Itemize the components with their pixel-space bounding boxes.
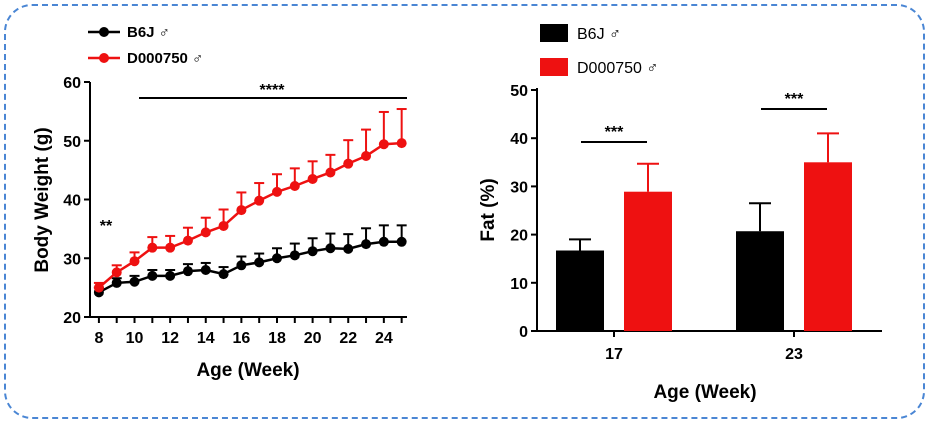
data-point-b6j	[271, 253, 282, 264]
dashed-frame	[4, 4, 925, 419]
legend-swatch-d000750	[540, 58, 568, 76]
data-point-d000750	[236, 205, 247, 216]
bar-d000750-week-23	[804, 162, 852, 331]
data-point-d000750	[200, 227, 211, 238]
data-point-d000750	[147, 242, 158, 253]
right-legend-label-d000750: D000750 ♂	[577, 60, 658, 77]
error-bars-d000750	[93, 108, 407, 288]
data-point-d000750	[325, 167, 336, 178]
data-point-b6j	[378, 236, 389, 247]
left-legend: B6J ♂ D000750 ♂	[88, 24, 203, 67]
left-series-group	[93, 108, 407, 298]
right-y-tick-label: 50	[510, 83, 528, 100]
left-x-tick-label: 18	[268, 330, 286, 347]
right-y-ticks: 0 10 20 30 40 50	[510, 83, 537, 341]
right-legend: B6J ♂ D000750 ♂	[540, 24, 658, 77]
left-x-tick-label: 22	[339, 330, 357, 347]
left-x-axis-title: Age (Week)	[196, 360, 299, 381]
right-x-tick-label: 17	[605, 346, 623, 363]
right-bars-group	[556, 132, 852, 331]
data-point-d000750	[182, 235, 193, 246]
data-point-b6j	[254, 257, 265, 268]
data-point-b6j	[218, 269, 229, 280]
right-y-tick-label: 0	[519, 324, 528, 341]
data-point-b6j	[289, 250, 300, 261]
left-y-tick-label: 20	[63, 310, 81, 327]
data-point-d000750	[271, 186, 282, 197]
legend-swatch-b6j	[540, 24, 568, 42]
right-y-tick-label: 40	[510, 131, 528, 148]
right-x-ticks: 17 23	[605, 331, 803, 363]
data-point-b6j	[200, 265, 211, 275]
data-point-b6j	[343, 243, 354, 254]
data-point-d000750	[289, 180, 300, 191]
data-point-d000750	[307, 173, 318, 184]
data-point-b6j	[111, 277, 122, 288]
data-point-d000750	[396, 138, 407, 149]
data-point-b6j	[182, 266, 193, 277]
legend-label-b6j: B6J ♂	[127, 24, 170, 41]
data-point-d000750	[378, 139, 389, 150]
right-x-axis-title: Age (Week)	[653, 382, 756, 403]
left-x-tick-label: 16	[232, 330, 250, 347]
right-x-tick-label: 23	[785, 346, 803, 363]
left-x-tick-label: 12	[161, 330, 179, 347]
left-x-tick-label: 24	[375, 330, 393, 347]
body-weight-chart: B6J ♂ D000750 ♂ 20 30 40 50 60 8 10 12 14 16 18 20…	[32, 24, 407, 381]
legend-marker-d000750	[99, 53, 109, 63]
data-point-b6j	[129, 276, 140, 287]
right-y-tick-label: 30	[510, 179, 528, 196]
data-point-b6j	[325, 243, 336, 254]
bar-d000750-week-17	[624, 191, 672, 331]
legend-label-d000750: D000750 ♂	[127, 50, 203, 67]
left-y-tick-label: 50	[63, 134, 81, 151]
series-line-d000750	[98, 141, 402, 289]
error-bars-b6j	[93, 224, 407, 293]
data-point-d000750	[111, 267, 122, 278]
data-point-d000750	[129, 256, 140, 267]
legend-marker-b6j	[99, 27, 109, 37]
data-point-b6j	[361, 239, 372, 250]
right-legend-label-b6j: B6J ♂	[577, 26, 621, 43]
left-y-tick-label: 60	[63, 75, 81, 92]
data-point-b6j	[165, 270, 176, 281]
data-point-b6j	[236, 260, 247, 271]
data-point-b6j	[307, 246, 318, 257]
data-point-d000750	[93, 282, 104, 293]
significance-label-weeks-10-25: ****	[260, 82, 286, 99]
right-y-tick-label: 10	[510, 276, 528, 293]
data-point-d000750	[165, 242, 176, 253]
bar-b6j-week-17	[556, 250, 604, 331]
series-line-b6j	[98, 240, 402, 294]
bar-b6j-week-23	[736, 231, 784, 331]
right-y-tick-label: 20	[510, 228, 528, 245]
data-point-d000750	[254, 195, 265, 206]
data-point-d000750	[361, 151, 372, 162]
data-point-d000750	[218, 220, 229, 231]
left-x-tick-label: 20	[304, 330, 322, 347]
left-x-ticks: 8 10 12 14 16 18 20 22 24	[94, 317, 403, 347]
significance-label-week-23: ***	[785, 91, 804, 108]
data-point-b6j	[147, 270, 158, 281]
data-point-b6j	[396, 236, 407, 247]
left-y-tick-label: 30	[63, 251, 81, 268]
left-x-tick-label: 10	[126, 330, 144, 347]
significance-label-week-17: ***	[605, 124, 624, 141]
left-x-tick-label: 8	[94, 330, 103, 347]
left-y-ticks: 20 30 40 50 60	[63, 75, 90, 327]
right-y-axis-title: Fat (%)	[478, 178, 499, 241]
left-x-tick-label: 14	[197, 330, 215, 347]
data-point-d000750	[343, 158, 354, 169]
significance-label-week-8: **	[100, 218, 113, 235]
left-y-axis-title: Body Weight (g)	[32, 127, 53, 272]
left-y-tick-label: 40	[63, 193, 81, 210]
